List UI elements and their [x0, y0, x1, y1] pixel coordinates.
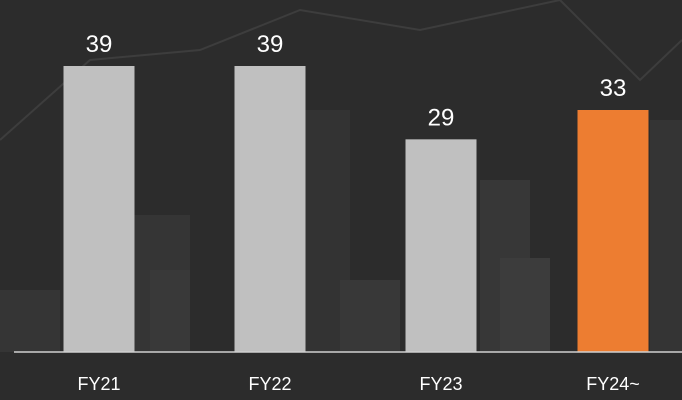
x-tick-label-fy23: FY23	[419, 374, 462, 394]
data-label-fy21: 39	[86, 31, 113, 58]
x-tick-label-fy21: FY21	[77, 374, 120, 394]
skyline-building	[500, 258, 550, 352]
bars	[63, 66, 649, 352]
data-labels: 39 39 29 33	[86, 31, 627, 131]
bar-fy24	[577, 110, 649, 352]
data-label-fy23: 29	[428, 104, 455, 131]
skyline-building	[340, 280, 400, 352]
skyline-building	[650, 120, 682, 352]
x-tick-label-fy24: FY24~	[586, 374, 640, 394]
skyline-building	[0, 290, 60, 352]
bar-fy21	[63, 66, 135, 352]
bar-fy22	[234, 66, 306, 352]
x-axis-tick-labels: FY21 FY22 FY23 FY24~	[77, 374, 639, 394]
bar-fy23	[405, 139, 477, 352]
skyline-building	[150, 270, 190, 352]
data-label-fy24: 33	[600, 75, 627, 102]
skyline-trend-line	[0, 0, 682, 141]
data-label-fy22: 39	[257, 31, 284, 58]
x-tick-label-fy22: FY22	[248, 374, 291, 394]
